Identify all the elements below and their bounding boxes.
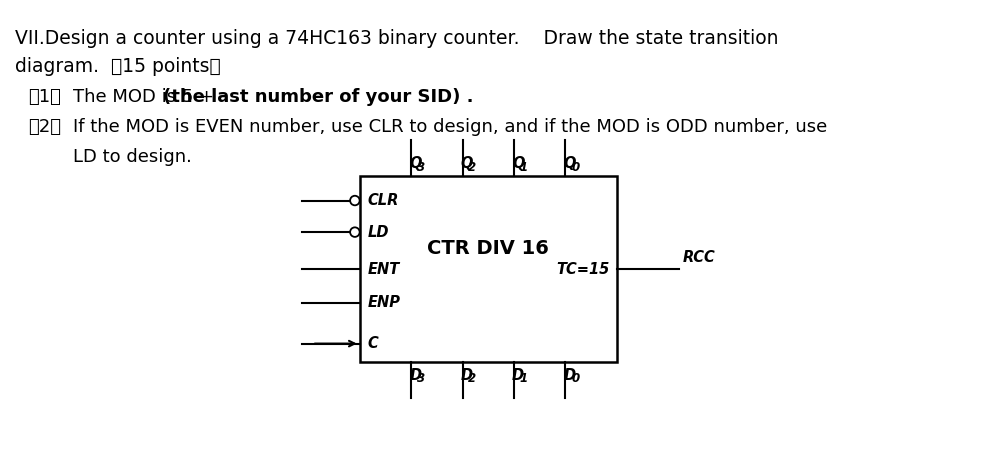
Text: LD: LD	[367, 224, 389, 240]
Text: CTR DIV 16: CTR DIV 16	[427, 239, 550, 258]
Text: Q: Q	[410, 156, 421, 171]
Bar	[360, 176, 617, 362]
Text: VII.Design a counter using a 74HC163 binary counter.    Draw the state transitio: VII.Design a counter using a 74HC163 bin…	[15, 29, 778, 48]
Text: 2: 2	[468, 372, 476, 385]
Text: （2）: （2）	[28, 118, 61, 136]
Text: TC=15: TC=15	[556, 262, 609, 277]
Text: 3: 3	[416, 372, 425, 385]
Text: ENT: ENT	[367, 262, 400, 277]
Text: The MOD is 5 +: The MOD is 5 +	[73, 88, 220, 106]
Text: 0: 0	[572, 162, 580, 175]
Text: D: D	[410, 368, 421, 383]
Text: Q: Q	[564, 156, 576, 171]
Text: If the MOD is EVEN number, use CLR to design, and if the MOD is ODD number, use: If the MOD is EVEN number, use CLR to de…	[73, 118, 827, 136]
Circle shape	[350, 227, 360, 237]
Text: ENP: ENP	[367, 295, 401, 310]
Text: RCC: RCC	[683, 251, 716, 265]
Text: CLR: CLR	[367, 193, 399, 208]
Text: D: D	[512, 368, 524, 383]
Text: 0: 0	[572, 372, 580, 385]
Text: （1）: （1）	[28, 88, 61, 106]
Text: D: D	[460, 368, 473, 383]
Circle shape	[350, 196, 360, 205]
Text: 1: 1	[520, 162, 528, 175]
Text: 1: 1	[520, 372, 528, 385]
Text: D: D	[564, 368, 576, 383]
Text: 3: 3	[416, 162, 425, 175]
Text: Q: Q	[512, 156, 525, 171]
Text: 2: 2	[468, 162, 476, 175]
Text: C: C	[367, 336, 378, 351]
Text: diagram.  （15 points）: diagram. （15 points）	[15, 57, 221, 76]
Text: (the last number of your SID) .: (the last number of your SID) .	[163, 88, 474, 106]
Text: LD to design.: LD to design.	[73, 148, 192, 166]
Text: Q: Q	[460, 156, 473, 171]
